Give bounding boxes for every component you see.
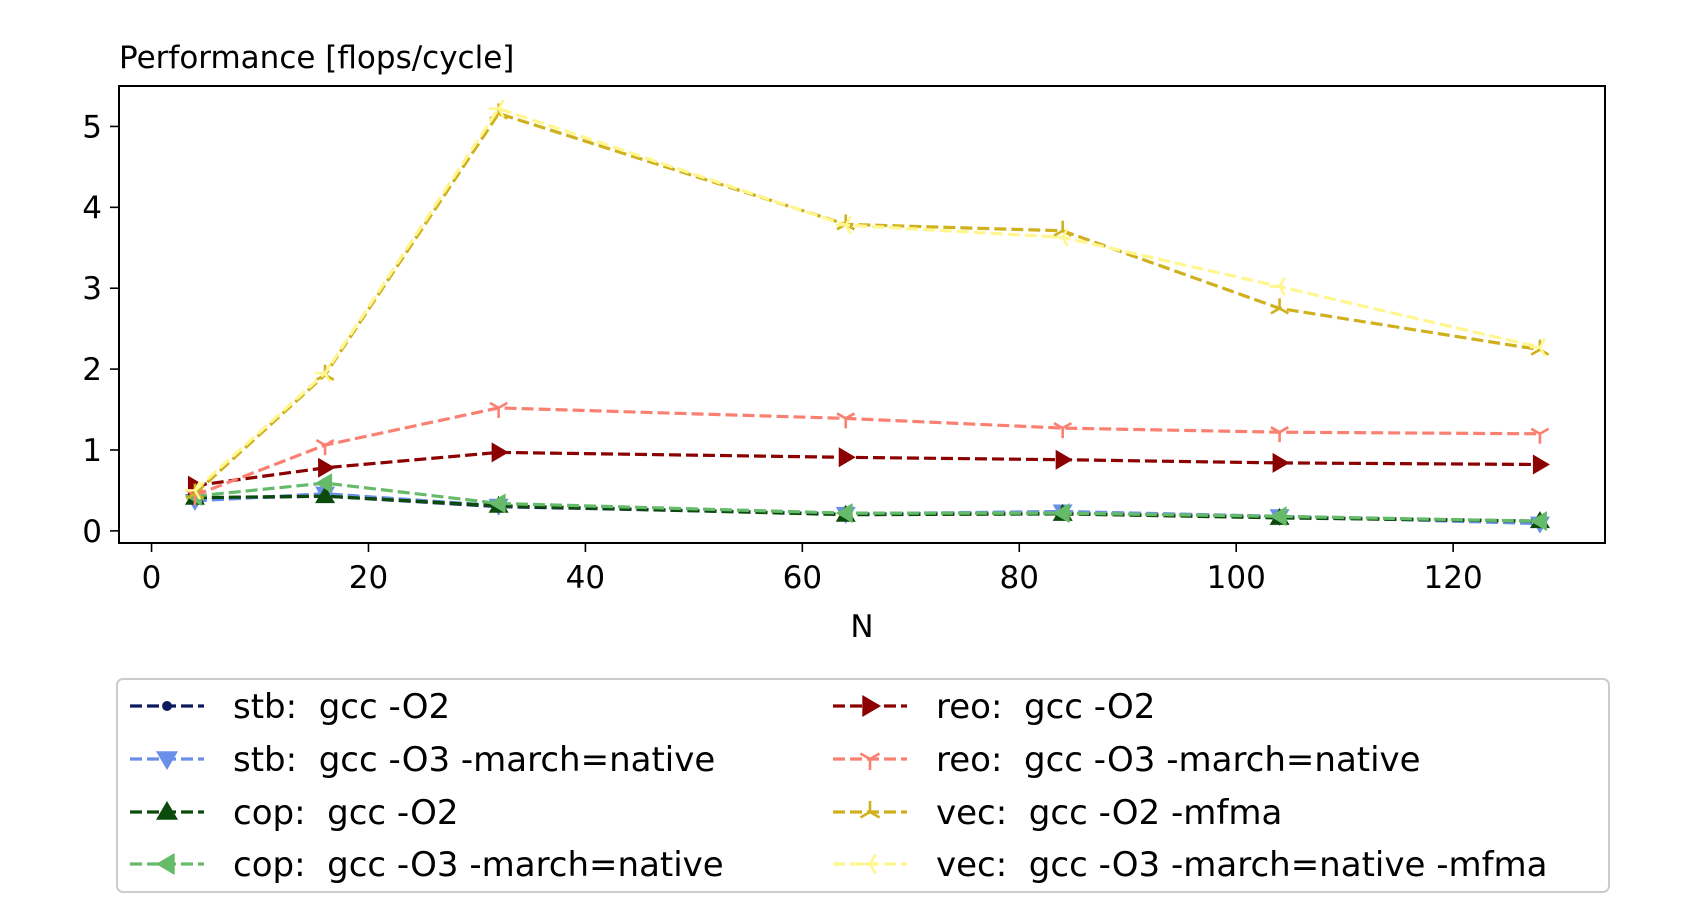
y-tick-label: 5 bbox=[82, 109, 102, 145]
series-line bbox=[184, 99, 1547, 500]
legend-frame bbox=[116, 678, 1610, 893]
legend-item: cop: gcc -O3 -march=native bbox=[130, 845, 724, 885]
data-point bbox=[184, 481, 202, 500]
legend-label: vec: gcc -O3 -march=native -mfma bbox=[936, 845, 1548, 885]
data-point bbox=[488, 493, 506, 514]
data-point bbox=[1053, 422, 1073, 439]
data-point bbox=[1055, 449, 1073, 470]
x-axis-label: N bbox=[850, 609, 873, 645]
plot-area: 0 20 40 60 80 100 120 0 1 2 3 4 5 bbox=[82, 85, 1606, 596]
x-tick-label: 40 bbox=[566, 560, 605, 596]
series-line bbox=[184, 486, 1550, 534]
series-line bbox=[187, 442, 1550, 496]
series-path bbox=[193, 111, 1541, 495]
legend-item: reo: gcc -O2 bbox=[833, 687, 1155, 727]
series-line bbox=[184, 473, 1547, 532]
legend-item: vec: gcc -O3 -march=native -mfma bbox=[833, 845, 1548, 885]
data-point bbox=[489, 401, 508, 418]
legend-label: reo: gcc -O2 bbox=[936, 687, 1155, 727]
data-point bbox=[1053, 220, 1073, 237]
x-tick-label: 120 bbox=[1424, 560, 1483, 596]
y-tick-label: 4 bbox=[82, 190, 102, 226]
data-point bbox=[836, 412, 856, 429]
y-tick-label: 3 bbox=[82, 271, 102, 307]
series-line bbox=[184, 486, 1550, 529]
data-point bbox=[859, 801, 881, 819]
data-point bbox=[1532, 454, 1550, 475]
data-point bbox=[1529, 511, 1547, 532]
data-point bbox=[862, 695, 881, 717]
data-point bbox=[315, 439, 335, 456]
data-point bbox=[1529, 337, 1547, 357]
legend-item: stb: gcc -O2 bbox=[130, 687, 450, 727]
data-point bbox=[835, 215, 852, 235]
y-tick-label: 0 bbox=[82, 514, 102, 550]
data-point bbox=[1270, 298, 1289, 315]
x-tick-label: 60 bbox=[783, 560, 822, 596]
data-point bbox=[1270, 426, 1289, 443]
data-point bbox=[315, 473, 333, 494]
plot-frame bbox=[118, 85, 1606, 544]
data-point bbox=[859, 853, 877, 875]
data-point bbox=[835, 503, 853, 524]
data-point bbox=[1269, 277, 1286, 296]
legend-item: vec: gcc -O2 -mfma bbox=[833, 793, 1282, 833]
series-line bbox=[185, 401, 1550, 506]
data-point bbox=[315, 363, 332, 383]
series-line bbox=[190, 491, 1545, 526]
legend-label: cop: gcc -O3 -march=native bbox=[233, 845, 724, 885]
legend-item: cop: gcc -O2 bbox=[130, 793, 459, 833]
y-axis-label: Performance [flops/cycle] bbox=[119, 40, 514, 76]
series-path bbox=[194, 406, 1540, 497]
data-point bbox=[315, 486, 336, 504]
y-tick-label: 2 bbox=[82, 352, 102, 388]
data-point bbox=[1052, 503, 1070, 524]
data-point bbox=[488, 99, 505, 118]
legend-item: reo: gcc -O3 -march=native bbox=[833, 740, 1421, 780]
data-point bbox=[162, 701, 172, 711]
series-path bbox=[194, 450, 1540, 488]
data-point bbox=[156, 853, 175, 875]
legend-item: stb: gcc -O3 -march=native bbox=[130, 740, 715, 780]
data-point bbox=[318, 457, 336, 478]
data-point bbox=[491, 442, 509, 463]
data-point bbox=[838, 447, 856, 468]
x-tick-label: 100 bbox=[1207, 560, 1266, 596]
legend: stb: gcc -O2 stb: gcc -O3 -march=native co… bbox=[116, 678, 1610, 893]
legend-label: reo: gcc -O3 -march=native bbox=[936, 740, 1421, 780]
data-point bbox=[1052, 227, 1069, 247]
y-tick-label: 1 bbox=[82, 433, 102, 469]
legend-label: vec: gcc -O2 -mfma bbox=[936, 793, 1282, 833]
data-point bbox=[1272, 452, 1290, 473]
data-point bbox=[1530, 427, 1550, 444]
x-tick-label: 80 bbox=[1000, 560, 1039, 596]
data-point bbox=[156, 751, 178, 770]
data-point bbox=[1269, 506, 1287, 527]
legend-label: stb: gcc -O2 bbox=[233, 687, 450, 727]
data-point bbox=[156, 801, 178, 820]
legend-label: stb: gcc -O3 -march=native bbox=[233, 740, 715, 780]
x-tick-label: 0 bbox=[142, 560, 162, 596]
legend-label: cop: gcc -O2 bbox=[233, 793, 459, 833]
x-tick-label: 20 bbox=[349, 560, 388, 596]
data-point bbox=[859, 752, 881, 770]
